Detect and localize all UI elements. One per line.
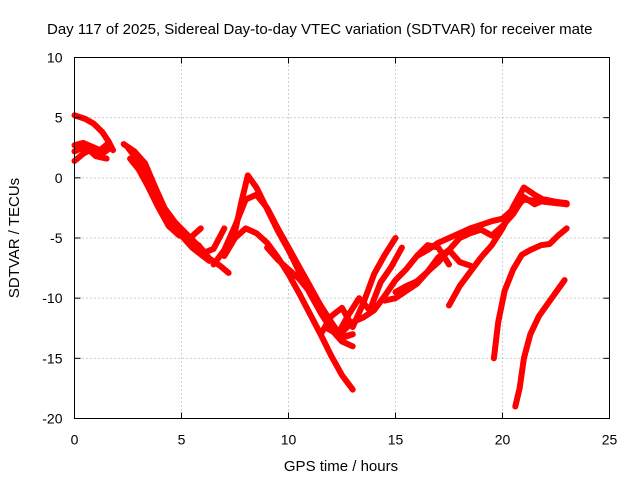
- y-tick-label: -10: [42, 290, 62, 306]
- x-tick-label: 15: [388, 432, 404, 448]
- chart-title: Day 117 of 2025, Sidereal Day-to-day VTE…: [47, 21, 593, 38]
- y-axis-label: SDTVAR / TECUs: [6, 178, 23, 298]
- y-tick-label: 0: [55, 170, 63, 186]
- axis-ticks: 0 5 10 15 20 25 -20 -15 -10 -5 0 5 10: [42, 50, 617, 448]
- x-tick-label: 5: [178, 432, 186, 448]
- series-track-t: [490, 225, 570, 362]
- y-tick-label: 10: [47, 50, 63, 66]
- y-tick-label: -20: [42, 411, 62, 427]
- series-track-u: [512, 277, 568, 410]
- data-series: [71, 112, 570, 410]
- series-track-d: [71, 143, 110, 162]
- series-track-g: [127, 155, 204, 241]
- series-track-l: [264, 244, 356, 340]
- series-track-k: [221, 225, 356, 393]
- x-tick-label: 25: [602, 432, 618, 448]
- x-tick-label: 0: [71, 432, 79, 448]
- series-track-j: [232, 172, 356, 350]
- series-track-s: [446, 184, 570, 309]
- y-tick-label: 5: [55, 110, 63, 126]
- x-tick-label: 10: [281, 432, 297, 448]
- y-tick-label: -5: [50, 230, 63, 246]
- series-track-m: [317, 235, 399, 338]
- x-tick-label: 20: [495, 432, 511, 448]
- grid-lines: [74, 57, 610, 419]
- y-tick-label: -15: [42, 350, 62, 366]
- x-axis-label: GPS time / hours: [284, 458, 398, 475]
- series-track-h: [135, 156, 213, 264]
